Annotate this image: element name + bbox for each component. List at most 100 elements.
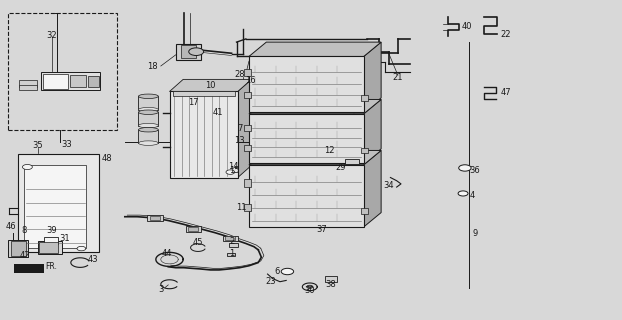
- Bar: [44, 237, 58, 244]
- Text: 32: 32: [46, 31, 57, 40]
- Text: 12: 12: [324, 146, 335, 155]
- Ellipse shape: [139, 123, 159, 128]
- Bar: [249, 56, 364, 112]
- Bar: [70, 75, 86, 87]
- Bar: [139, 96, 159, 110]
- Polygon shape: [364, 100, 381, 163]
- Polygon shape: [238, 79, 251, 178]
- Bar: [185, 226, 201, 232]
- Text: 10: 10: [205, 81, 216, 90]
- Text: 13: 13: [234, 136, 245, 145]
- Bar: [325, 276, 337, 282]
- Text: 42: 42: [19, 251, 30, 260]
- Bar: [244, 145, 251, 151]
- Text: 18: 18: [147, 61, 158, 70]
- Bar: [244, 125, 251, 131]
- Circle shape: [458, 165, 471, 171]
- Text: 4: 4: [469, 191, 475, 200]
- Bar: [361, 148, 368, 153]
- Text: 41: 41: [213, 108, 223, 117]
- Bar: [188, 227, 198, 231]
- Bar: [361, 208, 368, 214]
- Text: 48: 48: [101, 154, 112, 163]
- Circle shape: [458, 191, 468, 196]
- Text: 9: 9: [472, 229, 478, 238]
- Bar: [150, 216, 160, 220]
- Bar: [175, 44, 200, 60]
- Bar: [147, 215, 163, 221]
- Text: 30: 30: [304, 286, 315, 295]
- Bar: [139, 112, 159, 125]
- Text: 38: 38: [325, 280, 337, 289]
- Bar: [14, 264, 44, 273]
- Bar: [244, 179, 251, 187]
- Text: 8: 8: [22, 226, 27, 235]
- Bar: [229, 243, 238, 247]
- Bar: [122, 13, 472, 300]
- Bar: [139, 130, 159, 143]
- Bar: [223, 236, 238, 241]
- Bar: [244, 204, 251, 212]
- Text: 35: 35: [32, 141, 44, 150]
- Text: 23: 23: [266, 276, 276, 285]
- Circle shape: [307, 285, 313, 288]
- Circle shape: [226, 170, 234, 174]
- Ellipse shape: [139, 94, 159, 99]
- Bar: [249, 165, 364, 227]
- Polygon shape: [364, 150, 381, 227]
- Bar: [170, 92, 238, 178]
- Text: 6: 6: [274, 267, 280, 276]
- Text: 11: 11: [236, 203, 247, 212]
- Bar: [249, 114, 364, 163]
- Polygon shape: [249, 42, 381, 56]
- Polygon shape: [249, 150, 381, 165]
- Text: 22: 22: [500, 30, 511, 39]
- Bar: [8, 240, 28, 257]
- Text: 31: 31: [60, 234, 70, 243]
- Text: 1: 1: [229, 249, 234, 258]
- Bar: [244, 92, 251, 98]
- Bar: [38, 241, 62, 254]
- Bar: [244, 69, 251, 76]
- Bar: [8, 13, 117, 130]
- Bar: [361, 95, 368, 101]
- Text: 3: 3: [158, 284, 164, 293]
- Bar: [39, 242, 58, 253]
- Text: 39: 39: [46, 226, 57, 235]
- Ellipse shape: [139, 141, 159, 145]
- Text: FR.: FR.: [45, 262, 57, 271]
- Polygon shape: [249, 100, 381, 114]
- Text: 37: 37: [317, 225, 328, 234]
- Bar: [19, 80, 37, 87]
- Bar: [24, 165, 86, 248]
- Bar: [11, 241, 26, 256]
- Circle shape: [77, 246, 86, 251]
- Bar: [88, 76, 99, 87]
- Bar: [180, 45, 196, 58]
- Text: 29: 29: [335, 163, 346, 172]
- Circle shape: [281, 268, 294, 275]
- Ellipse shape: [139, 110, 159, 115]
- Ellipse shape: [139, 108, 159, 112]
- Bar: [227, 253, 234, 256]
- Text: 2: 2: [229, 237, 234, 246]
- Bar: [18, 154, 99, 252]
- Text: 44: 44: [162, 250, 172, 259]
- Circle shape: [188, 48, 203, 55]
- Polygon shape: [170, 79, 251, 92]
- Text: 28: 28: [234, 70, 245, 79]
- Bar: [19, 85, 37, 90]
- Bar: [41, 72, 100, 90]
- Bar: [43, 74, 68, 89]
- Text: 16: 16: [244, 76, 255, 85]
- Text: 17: 17: [188, 98, 198, 107]
- Bar: [172, 91, 234, 96]
- Text: 47: 47: [500, 88, 511, 97]
- Polygon shape: [364, 42, 381, 112]
- Bar: [225, 236, 235, 240]
- Text: 46: 46: [6, 222, 16, 231]
- Ellipse shape: [139, 127, 159, 132]
- Text: 21: 21: [392, 73, 403, 82]
- Text: 40: 40: [462, 22, 472, 31]
- Text: 7: 7: [237, 124, 243, 133]
